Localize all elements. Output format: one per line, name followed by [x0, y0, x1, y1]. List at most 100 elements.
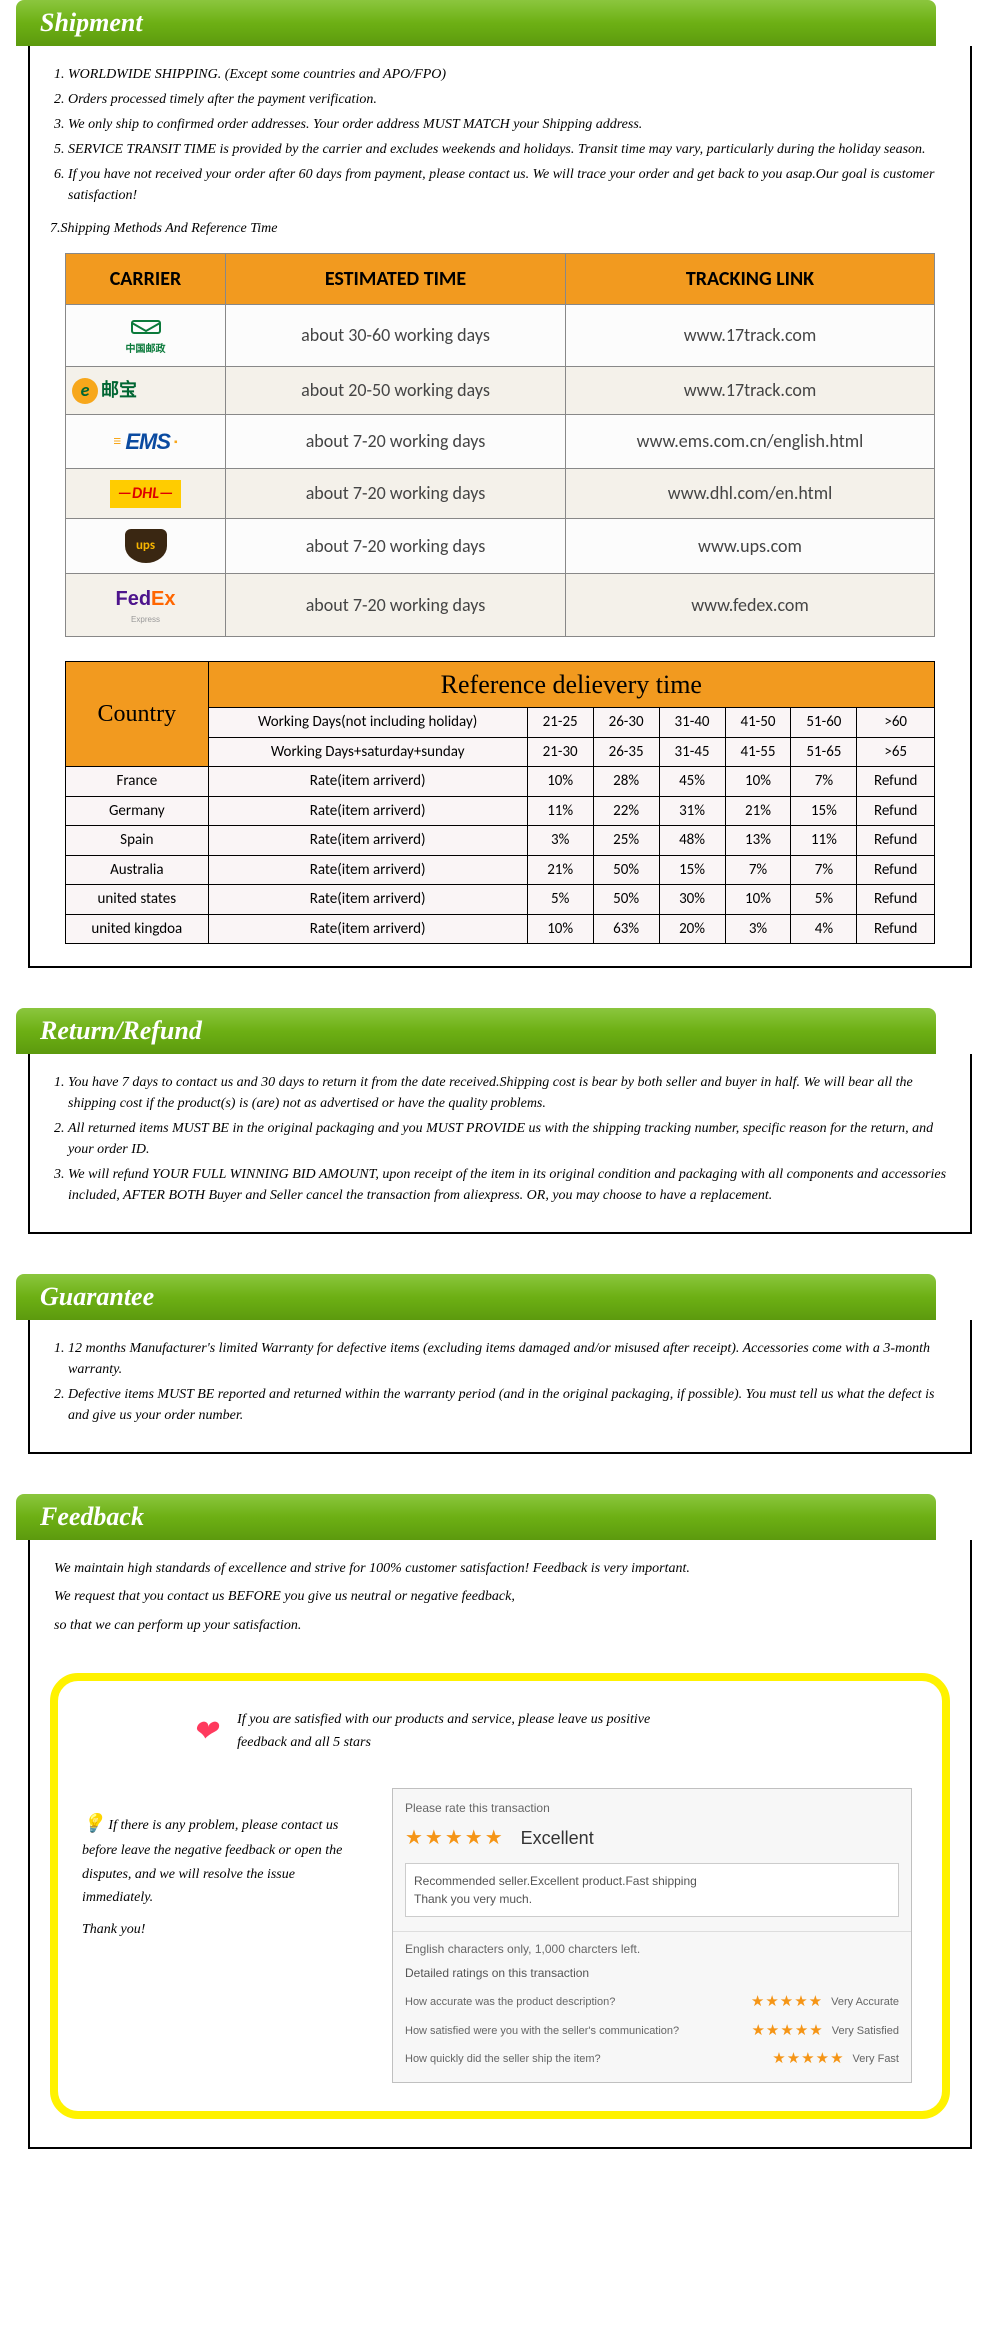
- country-name: united kingdoa: [66, 914, 209, 944]
- detail-question: How quickly did the seller ship the item…: [405, 2051, 601, 2068]
- country-name: united states: [66, 885, 209, 915]
- chars-left: English characters only, 1,000 charcters…: [405, 1940, 899, 1958]
- time-cell: about 7-20 working days: [226, 574, 566, 637]
- rate-val: Refund: [857, 767, 935, 797]
- stars-icon: ★★★★★: [405, 1823, 505, 1853]
- dt-title: Reference delievery time: [208, 662, 934, 708]
- dt-col: >60: [857, 708, 935, 738]
- rate-val: 50%: [593, 855, 659, 885]
- feedback-lower: 💡If there is any problem, please contact…: [82, 1788, 918, 2083]
- list-item: If you have not received your order afte…: [68, 164, 956, 206]
- rate-val: 7%: [725, 855, 791, 885]
- guarantee-section: Guarantee 12 months Manufacturer's limit…: [0, 1274, 1000, 1454]
- rate-val: 5%: [791, 885, 857, 915]
- rate-val: 11%: [791, 826, 857, 856]
- rate-val: 15%: [791, 796, 857, 826]
- rate-val: 31%: [659, 796, 725, 826]
- time-cell: about 30-60 working days: [226, 305, 566, 367]
- carrier-cell: 中国邮政: [66, 305, 226, 367]
- link-cell: www.ups.com: [566, 519, 935, 574]
- dt-col: 51-65: [791, 737, 857, 767]
- return-section: Return/Refund You have 7 days to contact…: [0, 1008, 1000, 1234]
- dt-col: 21-25: [527, 708, 593, 738]
- dt-col: 51-60: [791, 708, 857, 738]
- rate-val: 3%: [725, 914, 791, 944]
- table-row: SpainRate(item arriverd)3%25%48%13%11%Re…: [66, 826, 935, 856]
- time-cell: about 7-20 working days: [226, 519, 566, 574]
- shipment-list: WORLDWIDE SHIPPING. (Except some countri…: [68, 64, 956, 206]
- rc-excellent: Excellent: [521, 1825, 594, 1852]
- dt-country: Country: [66, 662, 209, 767]
- rate-val: 21%: [527, 855, 593, 885]
- rate-val: 10%: [527, 914, 593, 944]
- rate-label: Rate(item arriverd): [208, 855, 527, 885]
- dt-col: 41-50: [725, 708, 791, 738]
- rc-detail: English characters only, 1,000 charcters…: [393, 1931, 911, 2082]
- th-time: ESTIMATED TIME: [226, 254, 566, 305]
- rate-val: 3%: [527, 826, 593, 856]
- rate-val: 10%: [527, 767, 593, 797]
- shipment-header: Shipment: [16, 0, 936, 46]
- rate-val: 11%: [527, 796, 593, 826]
- return-body: You have 7 days to contact us and 30 day…: [28, 1054, 972, 1234]
- rate-val: Refund: [857, 914, 935, 944]
- list-item: We only ship to confirmed order addresse…: [68, 114, 956, 135]
- dt-col: 26-30: [593, 708, 659, 738]
- dt-col: 41-55: [725, 737, 791, 767]
- country-name: Germany: [66, 796, 209, 826]
- detail-question: How satisfied were you with the seller's…: [405, 2023, 679, 2040]
- rate-val: 15%: [659, 855, 725, 885]
- table-row: united statesRate(item arriverd)5%50%30%…: [66, 885, 935, 915]
- detail-row: How quickly did the seller ship the item…: [405, 2045, 899, 2074]
- rate-val: 45%: [659, 767, 725, 797]
- carrier-cell: FedExExpress: [66, 574, 226, 637]
- rate-val: 10%: [725, 767, 791, 797]
- list-item: All returned items MUST BE in the origin…: [68, 1118, 956, 1160]
- feedback-intro: We maintain high standards of excellence…: [44, 1558, 956, 1663]
- intro-line: We maintain high standards of excellence…: [54, 1558, 946, 1580]
- rate-val: 13%: [725, 826, 791, 856]
- detail-label: Very Accurate: [831, 1994, 899, 2011]
- rate-val: 21%: [725, 796, 791, 826]
- table-row: AustraliaRate(item arriverd)21%50%15%7%7…: [66, 855, 935, 885]
- comment-line: Recommended seller.Excellent product.Fas…: [414, 1872, 890, 1890]
- rate-label: Rate(item arriverd): [208, 796, 527, 826]
- rate-val: Refund: [857, 885, 935, 915]
- rate-val: 28%: [593, 767, 659, 797]
- delivery-table: Country Reference delievery time Working…: [65, 661, 935, 944]
- list-item: We will refund YOUR FULL WINNING BID AMO…: [68, 1164, 956, 1206]
- time-cell: about 7-20 working days: [226, 415, 566, 469]
- rate-val: 7%: [791, 855, 857, 885]
- rate-val: 4%: [791, 914, 857, 944]
- link-cell: www.17track.com: [566, 305, 935, 367]
- table-row: ≡EMS▪about 7-20 working dayswww.ems.com.…: [66, 415, 935, 469]
- list-item: Defective items MUST BE reported and ret…: [68, 1384, 956, 1426]
- detail-row: How satisfied were you with the seller's…: [405, 2017, 899, 2046]
- country-name: Spain: [66, 826, 209, 856]
- dt-col: >65: [857, 737, 935, 767]
- carrier-cell: —DHL—: [66, 469, 226, 519]
- rate-val: 22%: [593, 796, 659, 826]
- list-item: WORLDWIDE SHIPPING. (Except some countri…: [68, 64, 956, 85]
- detail-row: How accurate was the product description…: [405, 1988, 899, 2017]
- dt-label: Working Days+saturday+sunday: [208, 737, 527, 767]
- carrier-table: CARRIER ESTIMATED TIME TRACKING LINK 中国邮…: [65, 253, 935, 637]
- positive-feedback-row: ❤ If you are satisfied with our products…: [192, 1709, 918, 1754]
- stars-icon: ★★★★★: [772, 2048, 844, 2071]
- thanks-text: Thank you!: [82, 1918, 362, 1942]
- table-row: —DHL—about 7-20 working dayswww.dhl.com/…: [66, 469, 935, 519]
- dt-col: 31-45: [659, 737, 725, 767]
- rc-header: Please rate this transaction: [393, 1789, 911, 1823]
- dt-col: 21-30: [527, 737, 593, 767]
- intro-line: We request that you contact us BEFORE yo…: [54, 1586, 946, 1608]
- rate-val: 7%: [791, 767, 857, 797]
- heart-icon: ❤: [192, 1709, 217, 1754]
- rate-label: Rate(item arriverd): [208, 767, 527, 797]
- shipment-body: WORLDWIDE SHIPPING. (Except some countri…: [28, 46, 972, 968]
- dt-label: Working Days(not including holiday): [208, 708, 527, 738]
- rate-label: Rate(item arriverd): [208, 885, 527, 915]
- time-cell: about 20-50 working days: [226, 367, 566, 415]
- rc-stars-row: ★★★★★ Excellent: [393, 1823, 911, 1863]
- th-link: TRACKING LINK: [566, 254, 935, 305]
- link-cell: www.17track.com: [566, 367, 935, 415]
